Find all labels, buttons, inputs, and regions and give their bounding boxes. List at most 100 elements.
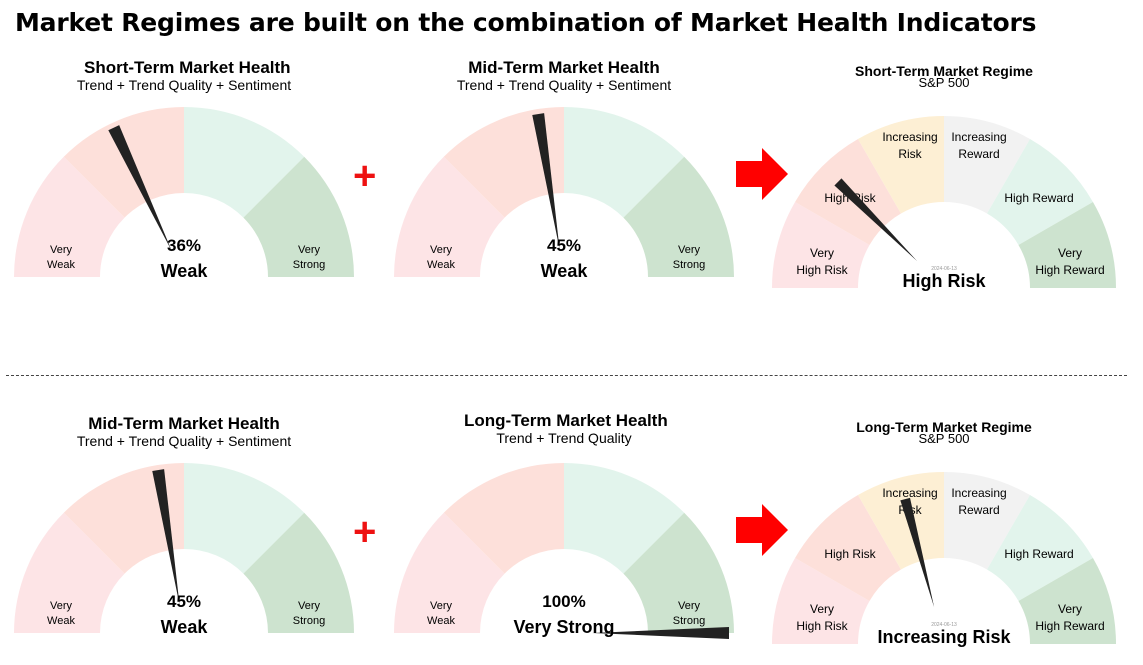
gauge-needle xyxy=(108,125,173,252)
regime-band xyxy=(944,472,1030,570)
regime-band-label: High Reward xyxy=(1035,263,1104,277)
left-label: Very xyxy=(430,244,453,256)
gauge-2-title: Mid-Term Market Health xyxy=(468,58,660,77)
gauge-band xyxy=(564,463,685,574)
right-label: Strong xyxy=(293,259,325,271)
regime-1-title: Short-Term Market Regime xyxy=(855,63,1033,79)
gauge-status: Very Strong xyxy=(513,617,614,637)
left-label: Weak xyxy=(47,259,75,271)
gauge-1-subtitle: Trend + Trend Quality + Sentiment xyxy=(76,77,292,93)
regime-needle xyxy=(834,178,918,262)
regime-band-label: Increasing xyxy=(951,486,1006,500)
gauge-band xyxy=(14,156,125,277)
regime-date: 2024-06-13 xyxy=(931,266,957,272)
left-label: Weak xyxy=(427,259,455,271)
regime-2-subtitle: S&P 500 xyxy=(918,431,970,446)
gauge-band xyxy=(443,107,564,218)
regime-band-label: Increasing xyxy=(882,486,937,500)
regime-band xyxy=(1018,558,1116,644)
left-label: Very xyxy=(50,600,73,612)
left-label: Very xyxy=(430,600,453,612)
regime-1-subtitle: S&P 500 xyxy=(918,75,970,90)
gauge-2-subtitle: Trend + Trend Quality + Sentiment xyxy=(456,77,672,93)
regime-band-label: High Risk xyxy=(796,263,848,277)
regime-date: 2024-06-13 xyxy=(931,622,957,628)
gauge-band xyxy=(243,512,354,633)
gauge-band xyxy=(243,156,354,277)
regime-band-label: Reward xyxy=(958,503,999,517)
gauge-band xyxy=(63,463,184,574)
gauge-value: 36% xyxy=(167,236,201,255)
gauge-4-subtitle: Trend + Trend Quality xyxy=(496,430,632,446)
gauge-needle xyxy=(532,113,560,250)
gauge-band xyxy=(564,107,685,218)
left-label: Very xyxy=(50,244,73,256)
plus-icon: + xyxy=(353,154,377,198)
regime-band-label: High Risk xyxy=(824,547,876,561)
gauge-value: 45% xyxy=(167,592,201,611)
gauge-band xyxy=(14,512,125,633)
gauge-3-title: Mid-Term Market Health xyxy=(88,414,280,433)
regime-band xyxy=(987,495,1093,601)
regime-2-title: Long-Term Market Regime xyxy=(856,419,1032,435)
gauge-band xyxy=(623,156,734,277)
right-label: Very xyxy=(678,600,701,612)
regime-band-label: High Reward xyxy=(1035,619,1104,633)
regime-band-label: Very xyxy=(810,602,834,616)
regime-band-label: Reward xyxy=(958,147,999,161)
regime-band-label: Very xyxy=(1058,246,1082,260)
gauge-band xyxy=(394,512,505,633)
regime-band-label: High Reward xyxy=(1004,191,1073,205)
gauge-value: 45% xyxy=(547,236,581,255)
regime-band xyxy=(1018,202,1116,288)
regime-band xyxy=(858,116,944,214)
regime-band xyxy=(772,202,870,288)
gauge-value: 100% xyxy=(542,592,585,611)
regime-band xyxy=(795,495,901,601)
regime-band-label: High Reward xyxy=(1004,547,1073,561)
gauge-status: Weak xyxy=(161,261,209,281)
arrow-right-icon xyxy=(736,148,788,200)
gauge-status: Weak xyxy=(161,617,209,637)
plus-icon: + xyxy=(353,510,377,554)
regime-band-label: Very xyxy=(810,246,834,260)
left-label: Weak xyxy=(427,615,455,627)
gauge-band xyxy=(184,463,305,574)
gauge-needle xyxy=(592,627,729,639)
right-label: Strong xyxy=(293,615,325,627)
regime-band xyxy=(944,116,1030,214)
regime-band-label: Risk xyxy=(898,147,922,161)
section-divider xyxy=(6,375,1127,376)
gauge-1-title: Short-Term Market Health xyxy=(84,58,291,77)
regime-status: High Risk xyxy=(902,271,986,291)
gauge-band xyxy=(184,107,305,218)
right-label: Strong xyxy=(673,259,705,271)
gauge-band xyxy=(443,463,564,574)
gauge-4-title: Long-Term Market Health xyxy=(464,411,668,430)
gauge-band xyxy=(394,156,505,277)
gauge-status: Weak xyxy=(541,261,589,281)
gauge-band xyxy=(623,512,734,633)
regime-band-label: High Risk xyxy=(796,619,848,633)
arrow-right-icon xyxy=(736,504,788,556)
gauge-needle xyxy=(152,469,180,606)
regime-status: Increasing Risk xyxy=(877,627,1011,647)
regime-needle xyxy=(900,497,935,608)
regime-band xyxy=(772,558,870,644)
right-label: Strong xyxy=(673,615,705,627)
right-label: Very xyxy=(678,244,701,256)
gauge-band xyxy=(63,107,184,218)
regime-band xyxy=(858,472,944,570)
right-label: Very xyxy=(298,600,321,612)
headline: Market Regimes are built on the combinat… xyxy=(15,8,1037,37)
regime-band-label: Very xyxy=(1058,602,1082,616)
regime-band xyxy=(987,139,1093,245)
regime-band-label: Increasing xyxy=(951,130,1006,144)
right-label: Very xyxy=(298,244,321,256)
